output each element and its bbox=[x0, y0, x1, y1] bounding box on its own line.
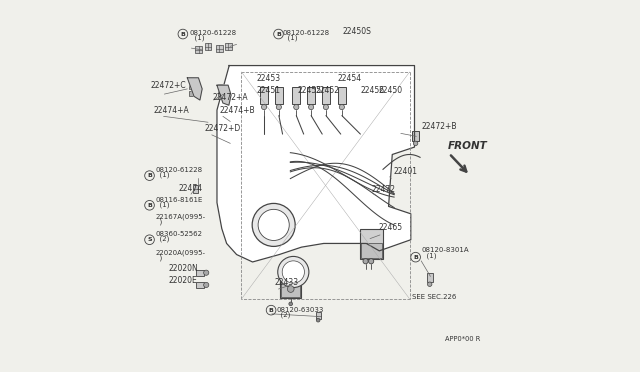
Bar bbox=[322, 87, 330, 105]
Text: 22454: 22454 bbox=[338, 74, 362, 83]
Polygon shape bbox=[217, 85, 231, 105]
Text: 22452: 22452 bbox=[316, 86, 340, 95]
Bar bbox=[218, 91, 222, 96]
Text: 22433: 22433 bbox=[275, 278, 299, 287]
Bar bbox=[205, 43, 211, 50]
Bar bbox=[195, 46, 202, 53]
Circle shape bbox=[287, 286, 294, 292]
Text: 08120-61228: 08120-61228 bbox=[189, 30, 237, 36]
Text: 22472: 22472 bbox=[371, 185, 395, 194]
Text: 22453: 22453 bbox=[257, 74, 281, 83]
Circle shape bbox=[252, 203, 295, 246]
Circle shape bbox=[204, 270, 209, 275]
Text: ): ) bbox=[155, 219, 163, 225]
Circle shape bbox=[294, 105, 299, 110]
Bar bbox=[281, 276, 300, 297]
Circle shape bbox=[363, 259, 368, 264]
Circle shape bbox=[262, 105, 267, 110]
Text: 22465: 22465 bbox=[378, 223, 403, 232]
Bar bbox=[196, 270, 204, 276]
Circle shape bbox=[413, 141, 418, 145]
Text: 22456: 22456 bbox=[360, 86, 384, 95]
Text: B: B bbox=[269, 308, 273, 312]
Circle shape bbox=[204, 282, 209, 288]
Polygon shape bbox=[217, 65, 415, 262]
Text: B: B bbox=[180, 32, 186, 36]
Text: B: B bbox=[147, 203, 152, 208]
Circle shape bbox=[289, 302, 292, 306]
Circle shape bbox=[428, 282, 432, 286]
Text: S: S bbox=[147, 237, 152, 242]
Bar bbox=[225, 43, 232, 50]
Circle shape bbox=[276, 105, 282, 110]
Text: 08116-8161E: 08116-8161E bbox=[155, 197, 202, 203]
Text: 22167A(0995-: 22167A(0995- bbox=[155, 214, 205, 220]
Text: (2): (2) bbox=[155, 236, 170, 242]
Text: 22451: 22451 bbox=[257, 86, 281, 95]
Bar bbox=[196, 282, 204, 288]
Text: ): ) bbox=[155, 254, 163, 261]
Text: FRONT: FRONT bbox=[448, 141, 488, 151]
Text: (1): (1) bbox=[155, 201, 170, 208]
Text: SEE SEC.226: SEE SEC.226 bbox=[412, 294, 456, 300]
Circle shape bbox=[258, 209, 289, 240]
Text: 08120-61228: 08120-61228 bbox=[283, 30, 330, 36]
Text: 22401: 22401 bbox=[394, 167, 417, 176]
Text: 22020E: 22020E bbox=[169, 276, 198, 285]
Text: B: B bbox=[147, 173, 152, 178]
Circle shape bbox=[323, 105, 328, 110]
Text: 22472+A: 22472+A bbox=[212, 93, 248, 102]
Circle shape bbox=[369, 259, 374, 264]
Bar bbox=[307, 87, 315, 105]
Circle shape bbox=[282, 261, 305, 283]
Bar bbox=[216, 45, 223, 52]
Text: (1): (1) bbox=[283, 35, 298, 41]
Text: 22474+A: 22474+A bbox=[154, 106, 189, 115]
Bar bbox=[275, 87, 283, 105]
Bar bbox=[316, 312, 321, 320]
Circle shape bbox=[316, 318, 320, 322]
Text: 22020N: 22020N bbox=[169, 264, 198, 273]
Polygon shape bbox=[188, 78, 202, 100]
Bar bbox=[218, 84, 222, 89]
Bar bbox=[260, 87, 268, 105]
Text: 22472+C: 22472+C bbox=[150, 81, 186, 90]
Bar bbox=[412, 131, 419, 141]
Text: 08120-61228: 08120-61228 bbox=[155, 167, 202, 173]
Text: B: B bbox=[276, 32, 281, 36]
Text: 08360-52562: 08360-52562 bbox=[155, 231, 202, 237]
Text: B: B bbox=[413, 255, 418, 260]
Text: (2): (2) bbox=[276, 311, 291, 318]
Bar bbox=[338, 87, 346, 105]
Circle shape bbox=[339, 105, 344, 110]
Text: 08120-63033: 08120-63033 bbox=[276, 307, 324, 313]
Bar bbox=[292, 87, 300, 105]
Text: 22450: 22450 bbox=[378, 86, 403, 95]
Text: 22474+B: 22474+B bbox=[219, 106, 255, 115]
Bar bbox=[189, 77, 193, 82]
Text: 22455: 22455 bbox=[297, 86, 321, 95]
Bar bbox=[360, 229, 383, 259]
Circle shape bbox=[278, 256, 309, 288]
Bar bbox=[361, 243, 382, 258]
Bar bbox=[189, 91, 193, 96]
Bar bbox=[280, 275, 301, 298]
Bar bbox=[427, 273, 433, 282]
Bar bbox=[193, 185, 198, 193]
Text: (1): (1) bbox=[155, 172, 170, 178]
Text: (1): (1) bbox=[422, 252, 436, 259]
Text: 22450S: 22450S bbox=[342, 27, 371, 36]
Text: APP0*00 R: APP0*00 R bbox=[445, 336, 481, 342]
Text: 22474: 22474 bbox=[179, 184, 202, 193]
Text: 08120-8301A: 08120-8301A bbox=[422, 247, 470, 253]
Text: 22472+B: 22472+B bbox=[422, 122, 458, 131]
Bar bbox=[189, 84, 193, 89]
Text: 22472+D: 22472+D bbox=[204, 124, 241, 134]
Circle shape bbox=[308, 105, 314, 110]
Text: (1): (1) bbox=[189, 35, 204, 41]
Text: 22020A(0995-: 22020A(0995- bbox=[155, 249, 205, 256]
